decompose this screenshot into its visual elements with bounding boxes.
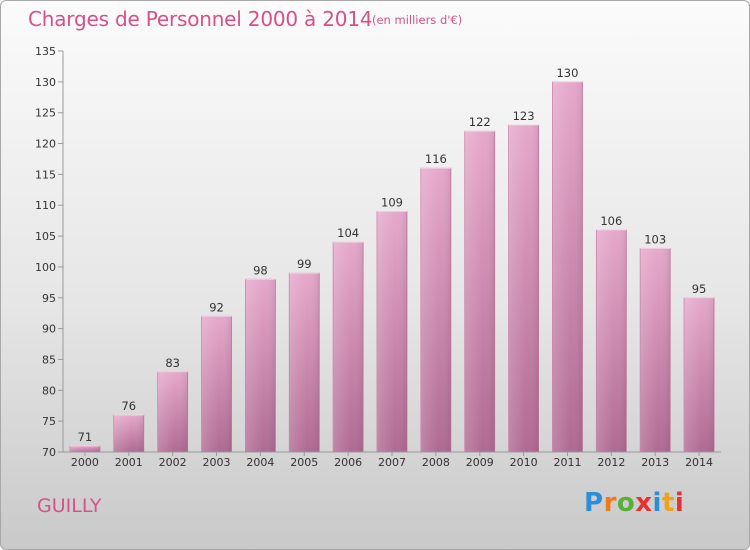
y-tick-label: 80 (42, 384, 56, 397)
x-tick-label: 2010 (510, 456, 538, 469)
y-tick-label: 105 (35, 230, 56, 243)
y-tick-label: 90 (42, 323, 56, 336)
y-tick-label: 110 (35, 199, 56, 212)
y-tick-label: 115 (35, 168, 56, 181)
bar-value-label: 130 (556, 66, 578, 80)
y-tick-label: 125 (35, 107, 56, 120)
bar-highlight (333, 242, 364, 452)
y-tick-label: 135 (35, 45, 56, 58)
logo-letter: i (674, 488, 685, 518)
y-tick-label: 130 (35, 76, 56, 89)
logo-letter: o (616, 488, 636, 518)
x-tick-label: 2013 (641, 456, 669, 469)
bar-value-label: 83 (165, 356, 180, 370)
logo-letter: r (603, 488, 617, 518)
bar-value-label: 99 (297, 257, 312, 271)
bar-value-label: 76 (121, 399, 136, 413)
x-tick-label: 2003 (203, 456, 231, 469)
bar-value-label: 122 (469, 115, 491, 129)
bar-highlight (464, 131, 495, 452)
bar-value-label: 123 (513, 109, 535, 123)
logo-letter: P (584, 488, 604, 518)
bar-highlight (596, 229, 627, 452)
x-tick-label: 2008 (422, 456, 450, 469)
bar-highlight (377, 211, 407, 452)
bar-highlight (113, 414, 144, 452)
y-tick-label: 100 (35, 261, 56, 274)
bar-value-label: 92 (209, 300, 224, 314)
x-tick-label: 2011 (553, 456, 581, 469)
bar-value-label: 116 (425, 152, 447, 166)
bar-highlight (684, 297, 715, 452)
y-tick-label: 70 (42, 446, 56, 459)
bar-highlight (420, 168, 451, 452)
x-tick-label: 2005 (290, 456, 318, 469)
bar-highlight (508, 125, 539, 453)
x-tick-label: 2002 (159, 456, 187, 469)
x-tick-label: 2004 (246, 456, 274, 469)
y-tick-label: 75 (42, 415, 56, 428)
bar-highlight (201, 316, 232, 452)
chart-title: Charges de Personnel 2000 à 2014 (28, 7, 373, 31)
x-tick-label: 2006 (334, 456, 362, 469)
logo-letter: t (661, 488, 675, 518)
y-tick-label: 85 (42, 353, 56, 366)
x-tick-label: 2012 (597, 456, 625, 469)
x-tick-label: 2014 (685, 456, 713, 469)
bar-value-label: 106 (600, 214, 622, 228)
x-axis: 2000 2001 2002 2003 2004 2005 2006 2007 2008 2009… (63, 451, 721, 469)
logo-letter: x (635, 488, 653, 518)
bar-highlight (289, 273, 320, 452)
chart-subtitle: (en milliers d'€) (372, 13, 463, 27)
bar-value-label: 95 (692, 282, 707, 296)
location-label: GUILLY (37, 495, 102, 517)
bar-value-label: 71 (78, 430, 93, 444)
y-axis: 70 75 80 85 90 95 100 105 110 115 120 125 130 135 (35, 45, 64, 459)
bar-highlight (640, 248, 671, 452)
x-tick-label: 2001 (115, 456, 143, 469)
y-tick-label: 120 (35, 138, 56, 151)
bar-highlight (552, 81, 583, 452)
bar-value-label: 109 (381, 195, 403, 209)
x-tick-label: 2000 (71, 456, 99, 469)
x-tick-label: 2009 (466, 456, 494, 469)
bar-highlight (69, 445, 100, 452)
bar-value-label: 103 (644, 232, 666, 246)
bars: 71 76 83 92 98 99 104 109 116 122 123 130 106 103 95 (69, 66, 715, 453)
logo-letter: i (652, 488, 662, 518)
bar-value-label: 104 (337, 226, 359, 240)
x-tick-label: 2007 (378, 456, 406, 469)
bar-highlight (245, 279, 276, 452)
y-tick-label: 95 (42, 292, 56, 305)
bar-value-label: 98 (253, 263, 268, 277)
proxiti-logo: Proxiti (584, 488, 684, 518)
bar-highlight (157, 371, 188, 452)
